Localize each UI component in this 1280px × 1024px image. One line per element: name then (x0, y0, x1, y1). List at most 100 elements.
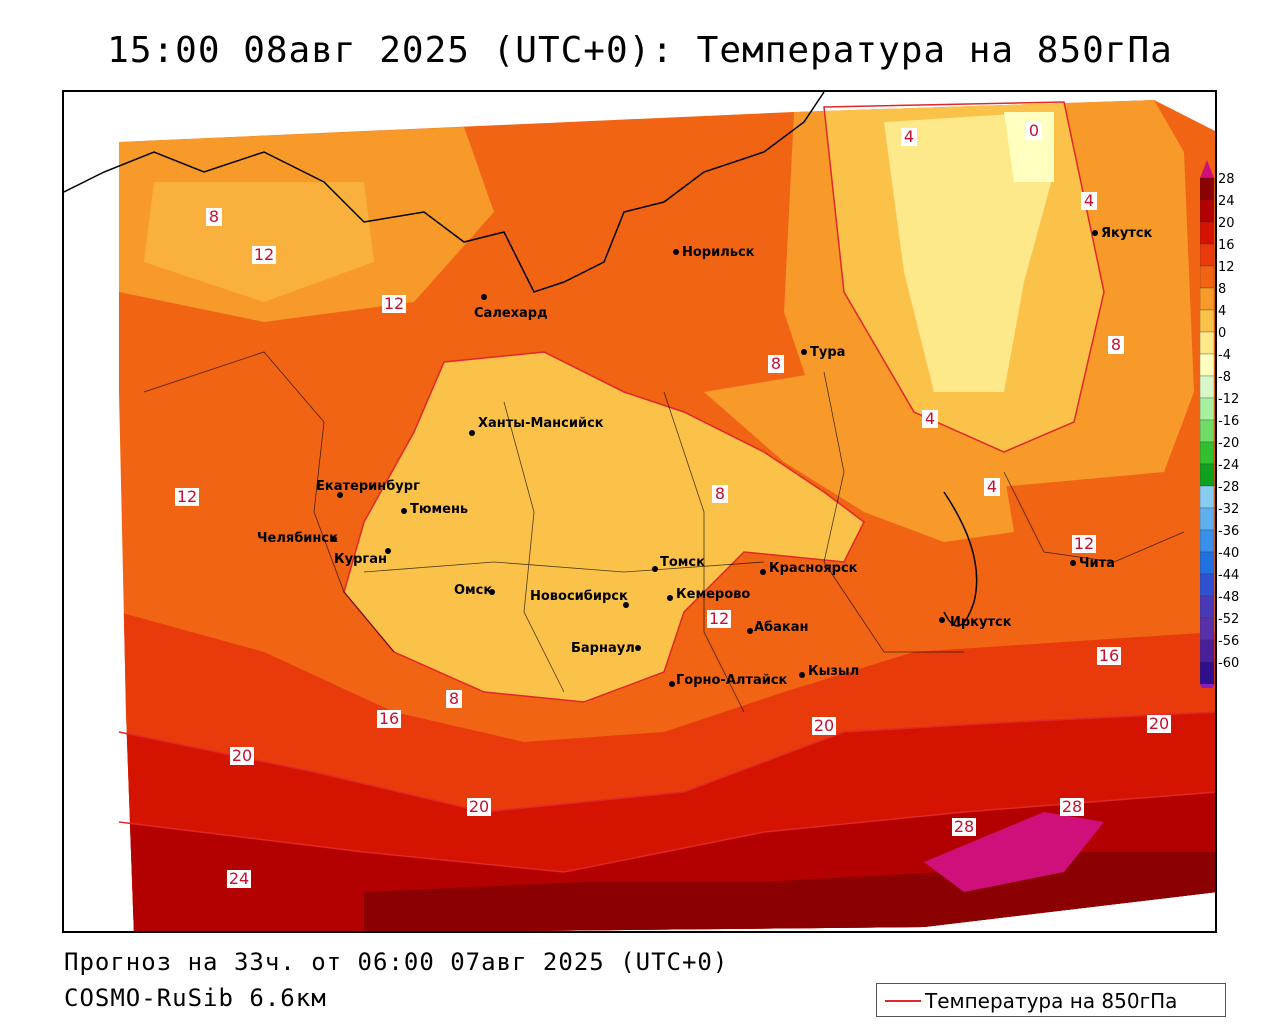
svg-text:Барнаул: Барнаул (571, 641, 635, 656)
colorbar-tick-label: -52 (1218, 612, 1239, 627)
city-novosibirsk[interactable]: Новосибирск (530, 589, 629, 608)
svg-text:Ханты-Мансийск: Ханты-Мансийск (478, 416, 604, 431)
temperature-colorbar: 28 24 20 16 12 8 4 0 -4 -8 -12 -16 -20 -24 -28 -32 -36 -4… (1200, 160, 1239, 688)
svg-text:Чита: Чита (1079, 556, 1115, 571)
colorbar-cell (1200, 595, 1215, 619)
city-irkutsk[interactable]: Иркутск (939, 615, 1012, 630)
city-salekhard[interactable]: Салехард (474, 294, 548, 321)
isotherm-label: 12 (1074, 534, 1094, 553)
colorbar-cell (1200, 243, 1215, 267)
colorbar-cell (1200, 221, 1215, 245)
city-khanty-mansiysk[interactable]: Ханты-Мансийск (469, 416, 604, 436)
svg-text:Красноярск: Красноярск (769, 561, 858, 576)
isotherm-label: 4 (987, 477, 997, 496)
city-abakan[interactable]: Абакан (747, 620, 809, 635)
svg-text:Иркутск: Иркутск (950, 615, 1012, 630)
city-gorno-altaysk[interactable]: Горно-Алтайск (669, 673, 788, 688)
svg-text:Салехард: Салехард (474, 306, 548, 321)
city-kyzyl[interactable]: Кызыл (799, 664, 859, 679)
isotherm-label: 16 (379, 709, 399, 728)
colorbar-cell (1200, 375, 1215, 399)
city-tura[interactable]: Тура (801, 345, 845, 360)
region-borders (143, 351, 1185, 713)
colorbar-ticks: 28 24 20 16 12 8 4 0 -4 -8 -12 -16 -20 -24 -28 -32 -36 -4… (1218, 172, 1239, 671)
isotherm-label: 20 (469, 797, 489, 816)
model-info: COSMO-RuSib 6.6км (64, 984, 327, 1012)
map-canvas: 8 12 12 4 0 4 8 8 4 4 8 12 12 12 8 16 16… (64, 92, 1215, 931)
isotherm-label: 20 (1149, 714, 1169, 733)
colorbar-tick-label: -60 (1218, 656, 1239, 671)
colorbar-tick-label: -16 (1218, 414, 1239, 429)
map-legend: Температура на 850гПа (876, 983, 1226, 1017)
svg-text:Якутск: Якутск (1101, 226, 1153, 241)
city-tyumen[interactable]: Тюмень (401, 502, 468, 517)
colorbar-cell (1200, 485, 1215, 509)
svg-text:Кемерово: Кемерово (676, 587, 750, 602)
svg-text:Томск: Томск (660, 555, 705, 570)
isotherm-label: 12 (177, 487, 197, 506)
isotherm-label: 16 (1099, 646, 1119, 665)
city-kurgan[interactable]: Курган (334, 548, 391, 567)
temperature-map[interactable]: 8 12 12 4 0 4 8 8 4 4 8 12 12 12 8 16 16… (62, 90, 1217, 933)
colorbar-tick-label: -12 (1218, 392, 1239, 407)
colorbar-tick-label: 0 (1218, 326, 1226, 341)
isotherm-label: 0 (1029, 121, 1039, 140)
colorbar-tick-label: -44 (1218, 568, 1239, 583)
svg-text:Тюмень: Тюмень (410, 502, 468, 517)
isotherm-label: 24 (229, 869, 249, 888)
city-kemerovo[interactable]: Кемерово (667, 587, 750, 602)
colorbar-tick-label: -56 (1218, 634, 1239, 649)
colorbar-cell (1200, 287, 1215, 311)
colorbar-cell (1200, 529, 1215, 553)
city-norilsk[interactable]: Норильск (673, 245, 755, 260)
isotherm-label: 4 (925, 409, 935, 428)
isotherm-label: 28 (954, 817, 974, 836)
colorbar-cell (1200, 309, 1215, 333)
city-barnaul[interactable]: Барнаул (571, 641, 641, 656)
colorbar-cell (1200, 617, 1215, 641)
colorbar-cell (1200, 573, 1215, 597)
city-tomsk[interactable]: Томск (652, 555, 705, 572)
colorbar-tick-label: -28 (1218, 480, 1239, 495)
isotherm-label: 8 (209, 207, 219, 226)
city-chita[interactable]: Чита (1070, 556, 1115, 571)
colorbar-cell (1200, 177, 1215, 201)
colorbar-tick-label: 12 (1218, 260, 1235, 275)
isotherm-label-group: 8 12 12 4 0 4 8 8 4 4 8 12 12 12 8 16 16… (175, 121, 1171, 888)
city-yakutsk[interactable]: Якутск (1092, 226, 1153, 241)
colorbar-cells (1200, 160, 1215, 688)
colorbar-cell (1200, 265, 1215, 289)
colorbar-cell (1200, 639, 1215, 663)
isotherm-label: 12 (709, 609, 729, 628)
colorbar-cell (1200, 331, 1215, 355)
isotherm-label: 4 (1084, 191, 1094, 210)
temperature-field (119, 100, 1215, 931)
svg-text:Курган: Курган (334, 552, 387, 567)
legend-line-swatch (885, 1000, 921, 1002)
colorbar-tick-label: -36 (1218, 524, 1239, 539)
svg-text:Норильск: Норильск (682, 245, 755, 260)
colorbar-cell (1200, 441, 1215, 465)
svg-text:Кызыл: Кызыл (808, 664, 859, 679)
city-krasnoyarsk[interactable]: Красноярск (760, 561, 858, 576)
colorbar-tick-label: -40 (1218, 546, 1239, 561)
colorbar-cell (1200, 507, 1215, 531)
colorbar-cell (1200, 397, 1215, 421)
isotherm-label: 12 (254, 245, 274, 264)
city-omsk[interactable]: Омск (454, 583, 495, 598)
forecast-info: Прогноз на 33ч. от 06:00 07авг 2025 (UTC… (64, 948, 729, 976)
isotherm-label: 12 (384, 294, 404, 313)
colorbar-tick-label: 4 (1218, 304, 1226, 319)
isotherm-label: 20 (232, 746, 252, 765)
colorbar-tick-label: -8 (1218, 370, 1231, 385)
isotherm-label: 8 (771, 354, 781, 373)
isotherm-label: 8 (715, 484, 725, 503)
svg-text:Абакан: Абакан (754, 620, 809, 635)
colorbar-tick-label: -32 (1218, 502, 1239, 517)
city-yekaterinburg[interactable]: Екатеринбург (316, 479, 420, 498)
svg-text:Екатеринбург: Екатеринбург (316, 479, 420, 494)
isotherm-label: 8 (449, 689, 459, 708)
city-chelyabinsk[interactable]: Челябинск (257, 531, 338, 546)
coastlines (64, 92, 978, 627)
colorbar-tick-label: 28 (1218, 172, 1235, 187)
